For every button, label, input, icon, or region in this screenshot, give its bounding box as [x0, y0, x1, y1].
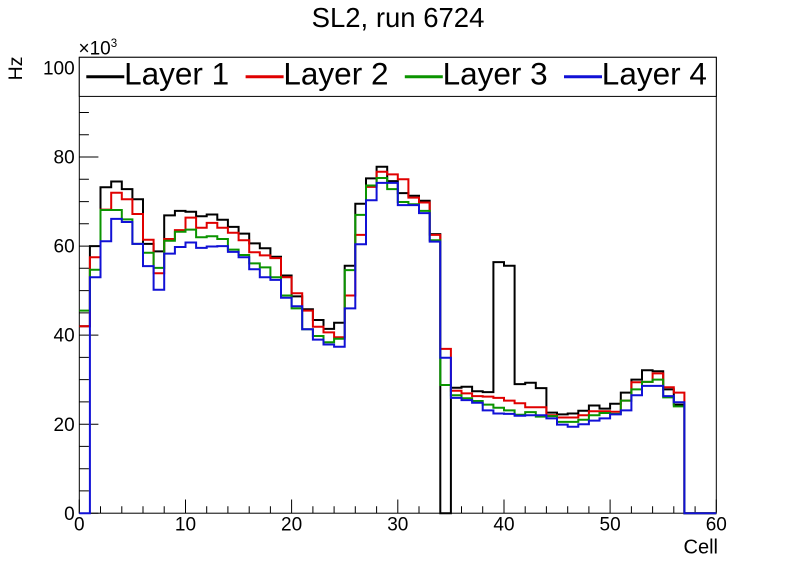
svg-text:100: 100	[43, 59, 75, 80]
svg-text:Hz: Hz	[5, 57, 27, 81]
svg-text:20: 20	[281, 514, 302, 535]
svg-text:Layer 4: Layer 4	[602, 55, 707, 91]
svg-text:Cell: Cell	[684, 537, 718, 559]
svg-text:Layer 3: Layer 3	[443, 55, 548, 91]
svg-text:20: 20	[54, 415, 75, 436]
svg-text:50: 50	[600, 514, 621, 535]
svg-text:60: 60	[54, 237, 75, 258]
svg-text:60: 60	[706, 514, 727, 535]
svg-text:40: 40	[54, 326, 75, 347]
svg-text:30: 30	[387, 514, 408, 535]
svg-text:SL2, run 6724: SL2, run 6724	[312, 2, 485, 33]
svg-text:10: 10	[175, 514, 196, 535]
svg-text:40: 40	[493, 514, 514, 535]
svg-text:0: 0	[64, 504, 75, 525]
svg-text:Layer 1: Layer 1	[124, 55, 229, 91]
svg-text:0: 0	[74, 514, 85, 535]
svg-text:Layer 2: Layer 2	[283, 55, 388, 91]
svg-text:×103: ×103	[79, 38, 118, 60]
svg-text:80: 80	[54, 148, 75, 169]
